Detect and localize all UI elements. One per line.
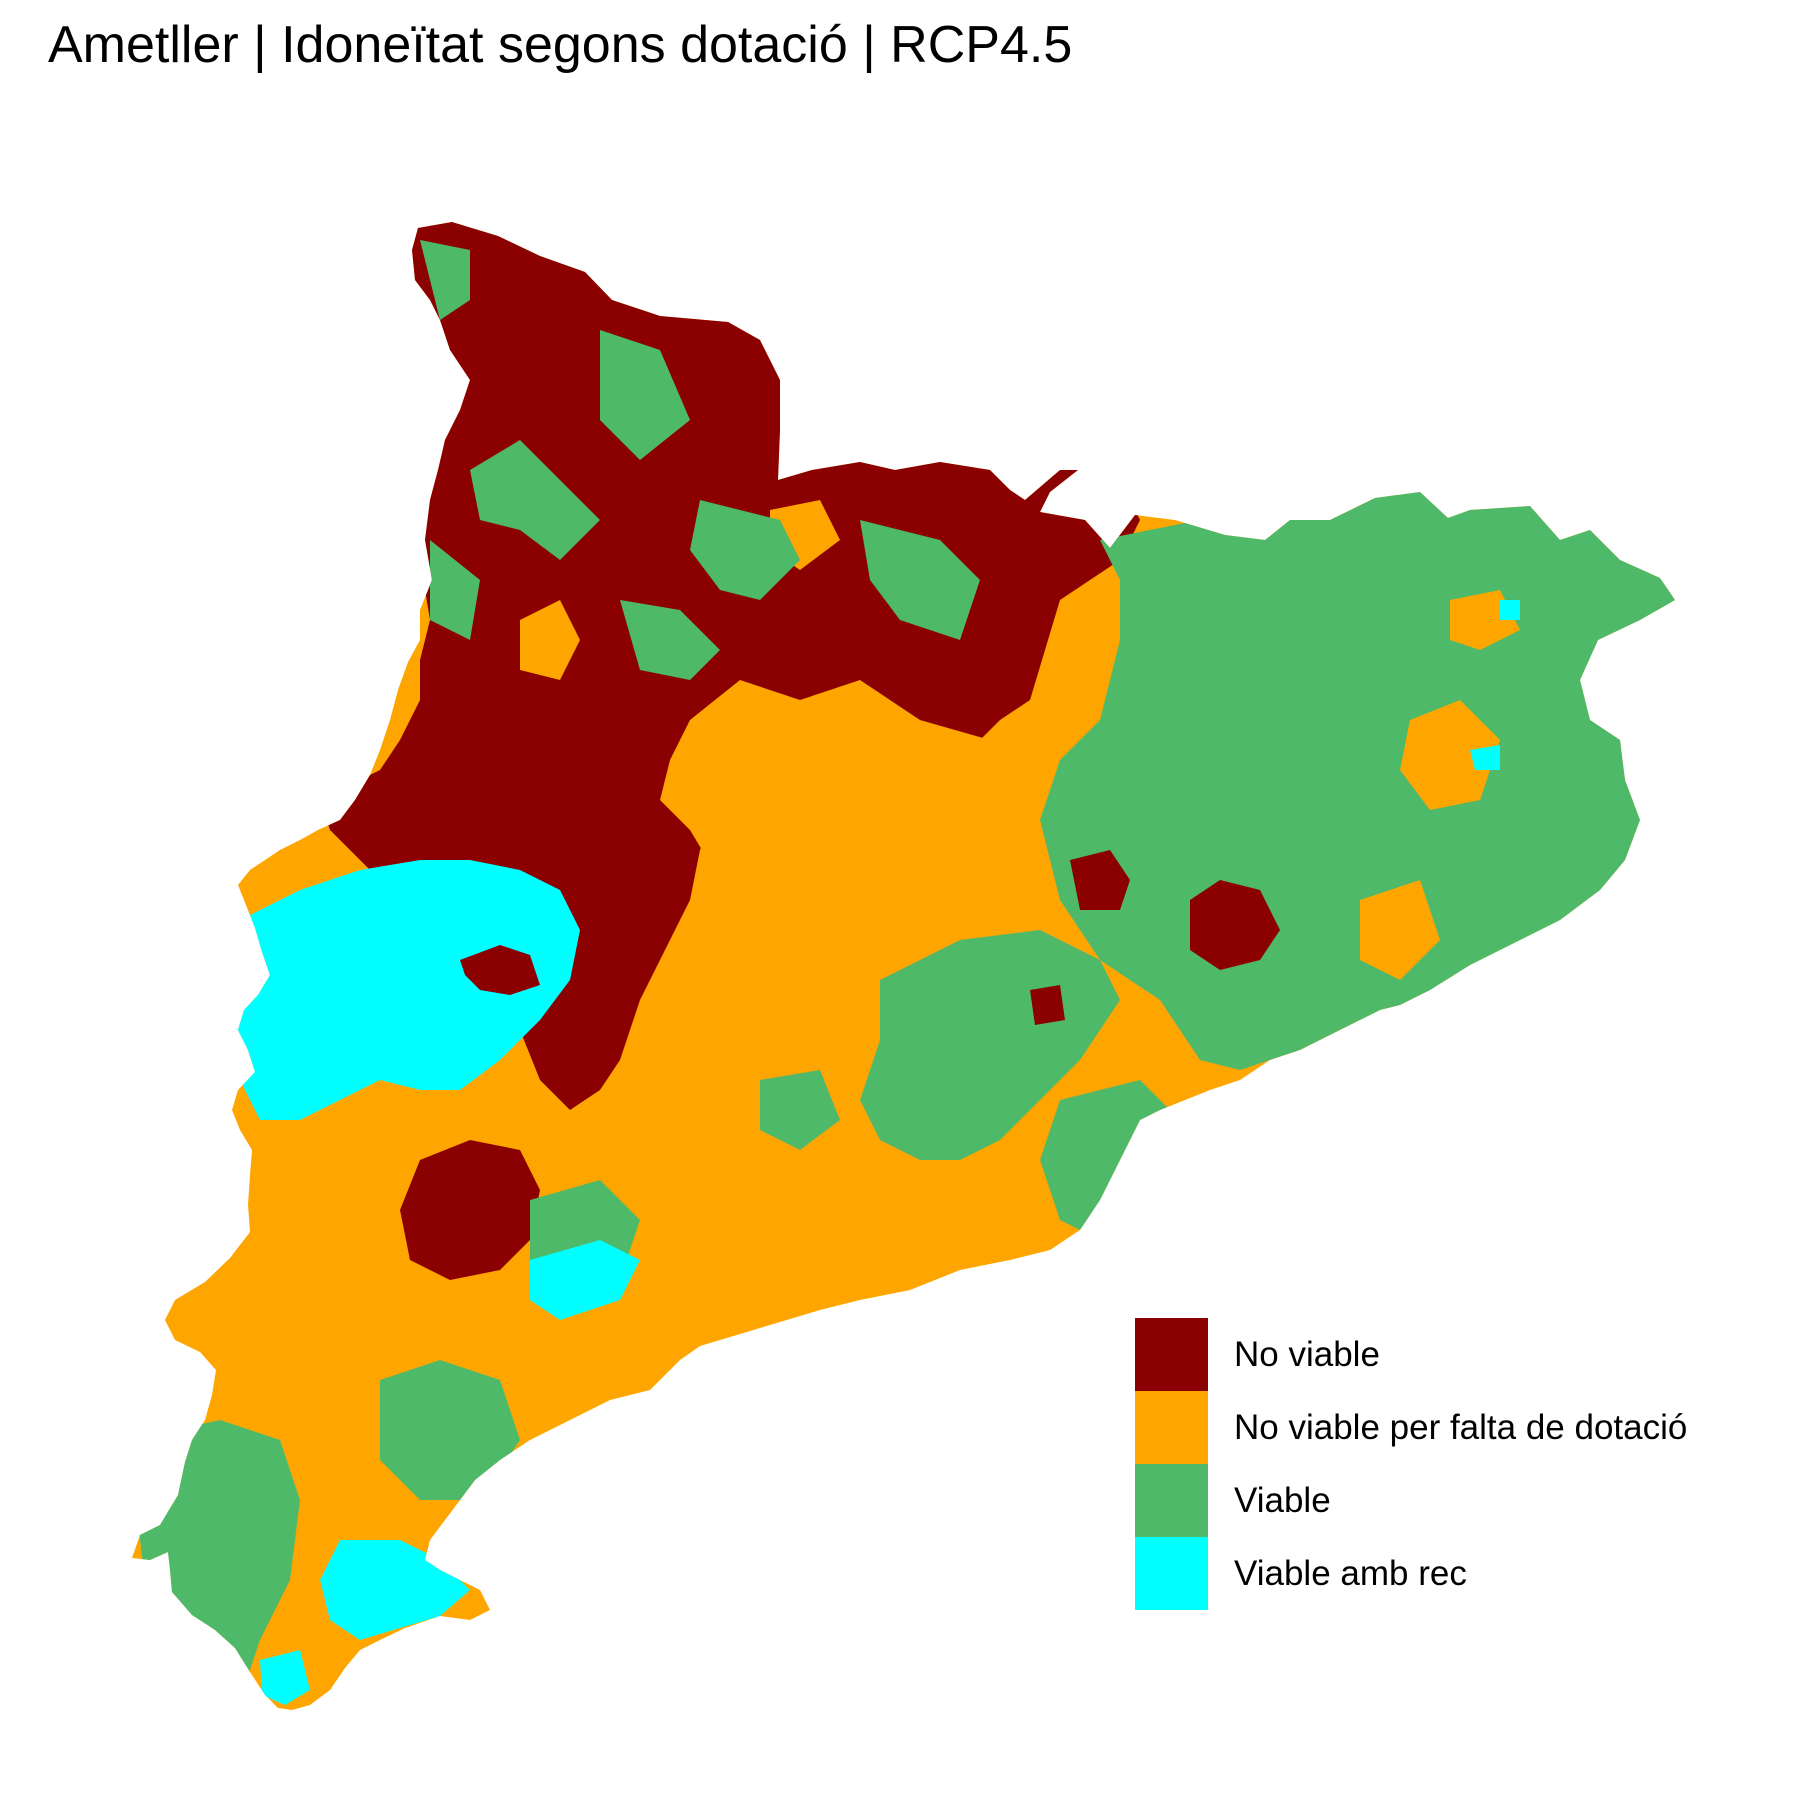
region-cyan-south	[530, 1240, 640, 1320]
region-cyan-delta	[320, 1540, 470, 1640]
legend-label-viable-amb-rec: Viable amb rec	[1234, 1553, 1467, 1593]
region-orange-northeast	[1400, 700, 1500, 810]
region-viable-south-2	[380, 1360, 520, 1500]
region-no-viable-southwest	[400, 1140, 540, 1280]
map-title: Ametller | Idoneïtat segons dotació | RC…	[48, 16, 1073, 74]
legend: No viable No viable per falta de dotació…	[1135, 1318, 1687, 1610]
region-orange-east-coast	[1360, 880, 1440, 980]
region-cyan-northeast-2	[1500, 600, 1520, 620]
legend-swatch-viable-amb-rec	[1135, 1537, 1208, 1610]
legend-swatch-no-viable	[1135, 1318, 1208, 1391]
region-viable-central-2	[1040, 1080, 1180, 1240]
legend-item-no-viable: No viable	[1135, 1318, 1687, 1391]
legend-swatch-no-viable-dotacio	[1135, 1391, 1208, 1464]
region-orange-north-pockets	[660, 680, 1060, 960]
region-viable-central-3	[760, 1070, 840, 1150]
region-cyan-northeast	[1470, 745, 1500, 770]
region-no-viable-central	[1030, 985, 1065, 1025]
legend-label-no-viable: No viable	[1234, 1334, 1380, 1374]
legend-label-no-viable-dotacio: No viable per falta de dotació	[1234, 1407, 1688, 1447]
legend-swatch-viable	[1135, 1464, 1208, 1537]
region-orange-small-1	[520, 600, 580, 680]
legend-item-viable: Viable	[1135, 1464, 1687, 1537]
region-no-viable-west-blob	[460, 945, 540, 995]
region-viable-northeast	[1040, 480, 1675, 1070]
region-viable-north-valleys	[420, 240, 980, 680]
region-cyan-west	[235, 860, 580, 1120]
region-no-viable-east	[1190, 880, 1280, 970]
legend-item-no-viable-dotacio: No viable per falta de dotació	[1135, 1391, 1687, 1464]
legend-item-viable-amb-rec: Viable amb rec	[1135, 1537, 1687, 1610]
legend-label-viable: Viable	[1234, 1480, 1331, 1520]
region-cyan-southwest	[260, 1650, 310, 1705]
region-no-viable-east-2	[1070, 850, 1130, 910]
